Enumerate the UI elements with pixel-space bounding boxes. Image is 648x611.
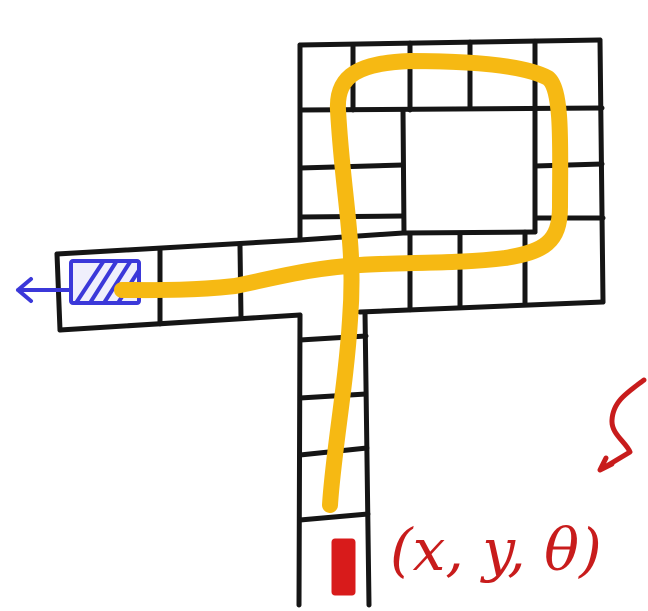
grid-line <box>357 299 606 315</box>
grid-line <box>297 391 369 401</box>
grid-line <box>597 37 606 305</box>
grid-line <box>54 237 303 257</box>
grid-line <box>532 161 605 169</box>
red-car-rectangle-icon <box>331 538 356 596</box>
planned-path <box>114 53 569 513</box>
grid-line <box>400 229 538 236</box>
left-arrow-icon <box>16 277 72 303</box>
grid-line <box>362 309 372 608</box>
grid-line <box>297 511 371 523</box>
grid-line <box>297 162 406 171</box>
down-left-arrow-icon <box>597 377 647 473</box>
grid-line <box>296 312 303 608</box>
pose-label: (x, y, θ) <box>390 516 602 584</box>
grid-line <box>57 312 303 333</box>
grid-line <box>297 37 603 48</box>
grid-line <box>400 107 407 236</box>
